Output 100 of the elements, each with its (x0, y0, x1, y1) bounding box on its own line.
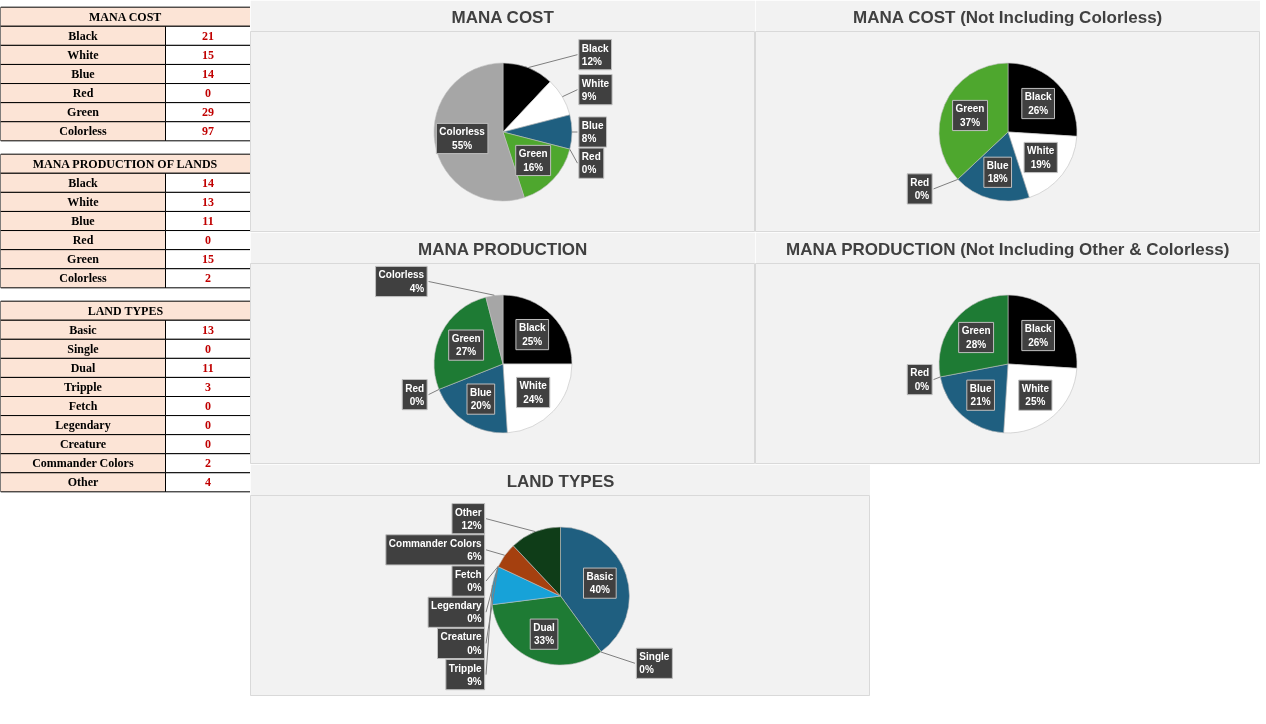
data-label: 18% (987, 173, 1008, 185)
slice-label: Other (454, 506, 482, 518)
slice-label: Blue (581, 119, 604, 131)
slice-label: Green (451, 333, 481, 345)
data-label: 15 (202, 47, 214, 62)
category-label: Creature (59, 437, 107, 452)
category-label: Other (67, 475, 99, 490)
data-label: 40% (589, 584, 610, 596)
chart-title: MANA PRODUCTION (418, 239, 588, 259)
text: 0% (581, 164, 597, 176)
slice-label: Blue (469, 387, 493, 399)
category-label: Colorless (59, 271, 107, 286)
text: 0% (914, 380, 930, 392)
data-label: 11 (202, 214, 214, 228)
data-label: 3 (205, 379, 211, 394)
chart-title: MANA COST (451, 7, 555, 27)
slice-label: Green (518, 148, 548, 160)
text: LAND TYPES (87, 303, 164, 318)
data-label: 0 (205, 341, 211, 356)
data-label: 37% (960, 116, 981, 128)
category-label: Green (67, 252, 100, 267)
category-label: Legendary (431, 600, 482, 612)
slice-label: Colorless (378, 269, 425, 281)
data-label: 0 (205, 399, 211, 414)
category-label: Creature (440, 631, 482, 643)
data-label: 0 (205, 233, 211, 248)
category-label: Black (68, 175, 98, 190)
slice-label: White (581, 77, 610, 89)
data-label: 8% (581, 133, 597, 145)
category-label: Dual (70, 360, 96, 375)
text: 0% (467, 644, 482, 656)
slice-label: Black (1024, 91, 1052, 103)
data-label: 29 (202, 105, 214, 120)
slice-label: Dual (533, 622, 556, 634)
data-label: 21% (970, 396, 991, 408)
slice-label: Basic (586, 571, 614, 583)
text: 0% (409, 395, 425, 407)
category-label: Colorless (59, 124, 107, 139)
data-label: 9% (581, 90, 597, 102)
category-label: Fetch (68, 399, 98, 414)
category-label: Green (67, 105, 100, 120)
slice-label: Blue (986, 160, 1009, 172)
category-label: Fetch (454, 568, 482, 580)
category-label: Legendary (55, 418, 111, 433)
legend-label: Red (405, 382, 425, 394)
legend-label: Red (581, 151, 601, 163)
chart-title: MANA PRODUCTION (Not Including Other & Colorless) (786, 239, 1230, 259)
data-label: 14 (202, 175, 214, 190)
category-label: Single (67, 341, 100, 356)
slice-label: Colorless (439, 126, 486, 138)
slice-label: Commander Colors (388, 537, 483, 549)
chart-title: MANA COST (Not Including Colorless) (853, 7, 1163, 27)
data-label: 4 (205, 475, 211, 490)
data-label: 2 (205, 271, 211, 286)
data-label: 26% (1028, 104, 1049, 116)
data-label: 2 (205, 456, 211, 471)
slice-label: Black (518, 322, 547, 334)
text: 0% (639, 664, 654, 676)
category-label: Red (72, 233, 94, 248)
data-label: 21 (202, 28, 214, 43)
data-label: 11 (202, 360, 214, 375)
data-label: 0 (205, 86, 211, 101)
slice-label: White (519, 380, 548, 392)
text: 0% (467, 613, 482, 625)
data-label: 16% (523, 161, 544, 173)
slice-label: Black (1024, 323, 1052, 335)
data-label: 33% (534, 635, 555, 647)
data-label: 19% (1030, 158, 1051, 170)
legend-label: Red (910, 176, 930, 188)
text: 0% (914, 190, 930, 202)
chart-title: LAND TYPES (506, 471, 615, 491)
data-label: 25% (522, 335, 543, 347)
category-label: Black (68, 28, 98, 43)
data-label: 4% (409, 282, 425, 294)
category-label: White (67, 47, 100, 62)
slice-label: White (1027, 145, 1055, 157)
slice-label: Green (961, 325, 991, 337)
data-label: 0 (205, 418, 211, 433)
data-label: 12% (581, 55, 602, 67)
data-label: 26% (1028, 336, 1049, 348)
legend-label: Single (639, 651, 670, 663)
slice-label: Green (955, 103, 985, 115)
data-label: 0 (205, 437, 211, 452)
category-label: Commander Colors (32, 456, 134, 471)
data-label: 14 (202, 67, 214, 81)
data-label: 27% (456, 346, 477, 358)
data-label: 20% (470, 400, 491, 412)
legend-label: Red (910, 367, 930, 379)
slice-label: Blue (969, 383, 992, 395)
text: MANA PRODUCTION OF LANDS (32, 156, 218, 171)
data-label: 13 (202, 194, 214, 209)
data-label: 9% (467, 675, 482, 687)
data-label: 12% (461, 519, 482, 531)
category-label: Blue (71, 67, 96, 81)
slice-label: White (1021, 383, 1050, 395)
data-label: 15 (202, 252, 214, 267)
slice-label: Tripple (448, 662, 483, 674)
data-label: 6% (467, 550, 482, 562)
data-label: 24% (523, 393, 544, 405)
category-label: Basic (69, 322, 98, 337)
